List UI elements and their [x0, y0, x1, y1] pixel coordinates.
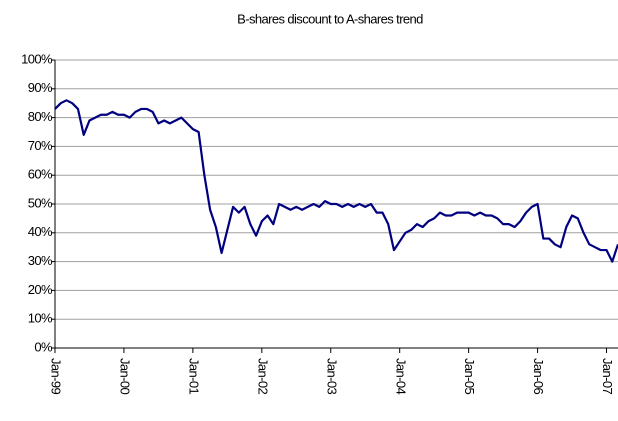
- y-tick-label: 70%: [28, 138, 53, 153]
- x-tick-label: Jan-99: [49, 358, 64, 395]
- y-tick-label: 100%: [21, 51, 53, 66]
- y-tick-label: 30%: [28, 253, 53, 268]
- x-tick-label: Jan-03: [324, 358, 339, 395]
- x-tick-label: Jan-06: [531, 358, 546, 395]
- x-tick-label: Jan-07: [600, 358, 615, 395]
- y-tick-label: 80%: [28, 109, 53, 124]
- line-series: [54, 99, 618, 263]
- y-tick-label: 50%: [28, 195, 53, 210]
- y-tick-label: 40%: [28, 224, 53, 239]
- x-tick-label: Jan-05: [462, 358, 477, 395]
- y-tick-label: 90%: [28, 80, 53, 95]
- y-tick-label: 60%: [28, 167, 53, 182]
- x-tick-label: Jan-02: [255, 358, 270, 395]
- x-tick-label: Jan-01: [186, 358, 201, 395]
- y-tick-label: 0%: [34, 339, 53, 354]
- x-tick-label: Jan-00: [118, 358, 133, 395]
- y-tick-label: 10%: [28, 311, 53, 326]
- chart-title: B-shares discount to A-shares trend: [237, 11, 423, 26]
- y-tick-label: 20%: [28, 282, 53, 297]
- x-tick-label: Jan-04: [393, 358, 408, 395]
